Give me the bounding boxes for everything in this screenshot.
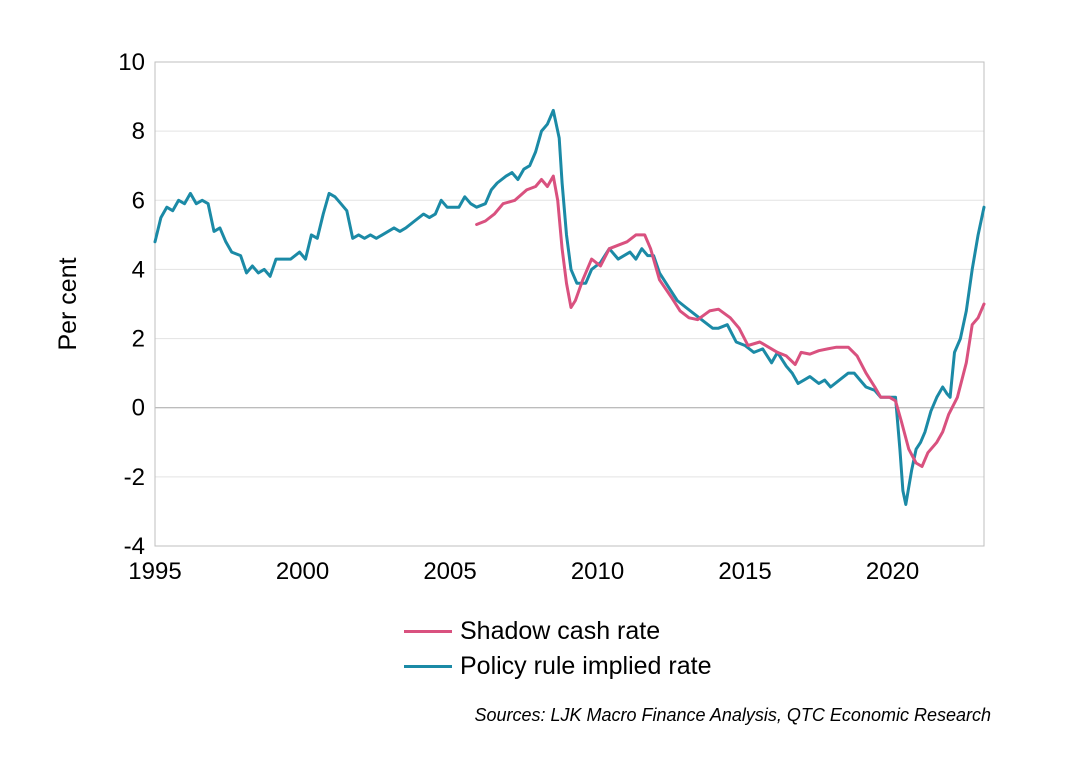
legend-label: Shadow cash rate	[460, 617, 661, 645]
y-tick-label: 10	[118, 49, 145, 76]
x-tick-label: 1995	[128, 558, 181, 585]
y-tick-label: -4	[124, 533, 145, 560]
legend-item-shadow-cash-rate: Shadow cash rate	[404, 614, 712, 649]
y-axis-title: Per cent	[54, 257, 82, 350]
y-tick-label: 2	[132, 326, 145, 353]
legend-label: Policy rule implied rate	[460, 652, 712, 680]
legend: Shadow cash rate Policy rule implied rat…	[404, 614, 712, 684]
x-axis-ticks: 1995 2000 2005 2010 2015 2020	[128, 558, 919, 585]
y-tick-label: 6	[132, 187, 145, 214]
x-tick-label: 2020	[866, 558, 919, 585]
x-tick-label: 2010	[571, 558, 624, 585]
y-tick-label: 0	[132, 395, 145, 422]
x-tick-label: 2005	[423, 558, 476, 585]
legend-swatch-shadow-cash-rate	[404, 630, 452, 633]
y-tick-label: 8	[132, 118, 145, 145]
series-lines	[153, 108, 986, 506]
series-line-policy-rule-implied-rate	[153, 108, 986, 506]
y-tick-label: -2	[124, 464, 145, 491]
legend-swatch-policy-rule-implied-rate	[404, 665, 452, 668]
y-tick-label: 4	[132, 256, 145, 283]
legend-item-policy-rule-implied-rate: Policy rule implied rate	[404, 649, 712, 684]
series-line-shadow-cash-rate	[475, 174, 986, 468]
y-axis-ticks: -4 -2 0 2 4 6 8 10	[118, 49, 145, 560]
source-note: Sources: LJK Macro Finance Analysis, QTC…	[474, 705, 991, 725]
x-tick-label: 2000	[276, 558, 329, 585]
x-tick-label: 2015	[718, 558, 771, 585]
